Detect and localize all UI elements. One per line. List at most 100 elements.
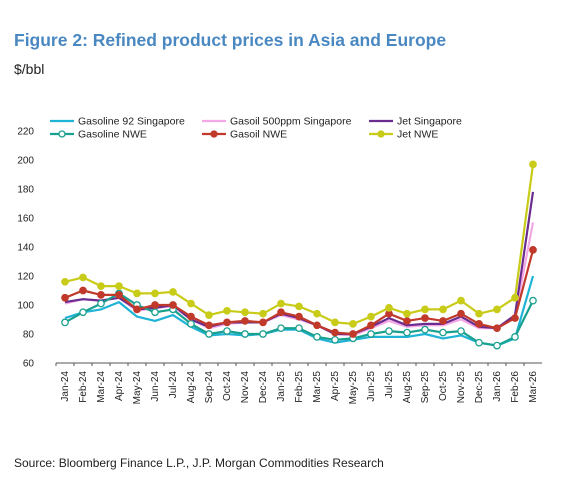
legend-label: Gasoline 92 Singapore	[78, 116, 185, 128]
data-point	[403, 309, 411, 318]
data-point	[79, 308, 87, 317]
chart-title: Figure 2: Refined product prices in Asia…	[14, 30, 447, 50]
x-tick-label: Sep-25	[420, 371, 431, 404]
data-point	[151, 308, 159, 317]
data-point	[223, 306, 231, 315]
y-tick-label: 120	[17, 272, 34, 283]
x-tick-label: Feb-26	[510, 371, 521, 403]
legend-label: Jet Singapore	[397, 116, 462, 128]
data-point	[457, 309, 465, 318]
data-point	[97, 299, 105, 308]
x-tick-label: Apr-25	[330, 371, 341, 401]
legend-label: Gasoil NWE	[230, 129, 287, 141]
data-point	[241, 330, 249, 338]
data-point	[475, 319, 483, 328]
legend-marker	[210, 130, 218, 138]
x-tick-label: Jan-24	[60, 371, 71, 402]
data-point	[331, 335, 339, 344]
data-point	[61, 318, 69, 327]
y-tick-label: 140	[17, 243, 34, 254]
legend-item: Jet Singapore	[369, 116, 462, 128]
y-tick-label: 100	[17, 301, 34, 312]
y-axis-unit: $/bbl	[14, 61, 45, 77]
x-axis-ticks: Jan-24 Feb-24 Mar-24 Apr-24 May-24 Jun-24 Jul-…	[55, 363, 539, 405]
data-point	[115, 282, 123, 290]
data-point	[493, 324, 501, 333]
data-point	[511, 333, 519, 341]
data-point	[421, 314, 429, 322]
x-tick-label: Jul-25	[384, 371, 395, 399]
data-point	[331, 318, 339, 327]
data-point	[169, 288, 177, 296]
x-tick-label: Aug-25	[402, 371, 413, 404]
data-point	[295, 324, 303, 333]
data-point	[439, 305, 447, 314]
y-tick-label: 180	[17, 185, 34, 196]
x-tick-label: Nov-24	[240, 371, 251, 404]
x-tick-label: Mar-24	[96, 371, 107, 403]
x-tick-label: Sep-24	[204, 371, 215, 404]
x-tick-label: Jun-24	[150, 371, 161, 402]
data-point	[493, 305, 501, 314]
x-tick-label: May-24	[132, 371, 143, 405]
data-point	[61, 277, 69, 286]
data-point	[385, 327, 393, 335]
x-tick-label: Mar-26	[528, 371, 539, 403]
x-tick-label: Nov-25	[456, 371, 467, 404]
data-point	[259, 330, 267, 338]
data-point	[133, 289, 141, 298]
data-point	[277, 308, 285, 317]
data-point	[277, 324, 285, 333]
data-point	[349, 330, 357, 338]
data-point	[241, 317, 249, 325]
data-point	[205, 311, 213, 319]
data-point	[511, 293, 519, 302]
data-point	[295, 312, 303, 321]
data-point	[313, 309, 321, 318]
x-tick-label: Oct-25	[438, 371, 449, 401]
legend-item: Gasoil 500ppm Singapore	[202, 116, 352, 128]
data-point	[205, 330, 213, 338]
data-point	[115, 290, 123, 299]
data-point	[367, 321, 375, 330]
x-tick-label: Aug-24	[186, 371, 197, 404]
y-tick-label: 160	[17, 214, 34, 225]
data-point	[313, 321, 321, 330]
data-point	[493, 341, 501, 350]
data-point	[457, 296, 465, 305]
data-point	[79, 273, 87, 282]
x-tick-label: Feb-24	[78, 371, 89, 403]
x-tick-label: May-25	[348, 371, 359, 405]
data-point	[367, 330, 375, 338]
data-point	[475, 338, 483, 347]
data-point	[403, 328, 411, 337]
y-tick-label: 60	[23, 359, 35, 370]
data-point	[187, 312, 195, 321]
x-tick-label: Dec-24	[258, 371, 269, 404]
data-point	[259, 309, 267, 318]
x-tick-label: Jul-24	[168, 371, 179, 399]
data-point	[529, 160, 537, 169]
data-point	[475, 309, 483, 318]
x-tick-label: Apr-24	[114, 371, 125, 401]
x-tick-label: Oct-24	[222, 371, 233, 401]
data-point	[169, 301, 177, 309]
data-point	[79, 286, 87, 295]
data-point	[151, 301, 159, 309]
data-point	[349, 319, 357, 328]
data-point	[97, 282, 105, 290]
data-point	[133, 305, 141, 314]
x-tick-label: Jan-26	[492, 371, 503, 402]
data-point	[385, 304, 393, 312]
series-gasoil-nwe	[61, 246, 537, 338]
data-point	[97, 290, 105, 299]
legend-label: Jet NWE	[397, 129, 438, 141]
legend: Gasoline 92 Singapore Gasoil 500ppm Singa…	[50, 116, 462, 141]
legend-item: Gasoil NWE	[202, 129, 287, 141]
y-tick-label: 80	[23, 330, 35, 341]
legend-item: Gasoline 92 Singapore	[50, 116, 185, 128]
data-point	[61, 293, 69, 302]
source-note: Source: Bloomberg Finance L.P., J.P. Mor…	[14, 456, 384, 470]
data-point	[151, 289, 159, 298]
data-point	[241, 308, 249, 317]
